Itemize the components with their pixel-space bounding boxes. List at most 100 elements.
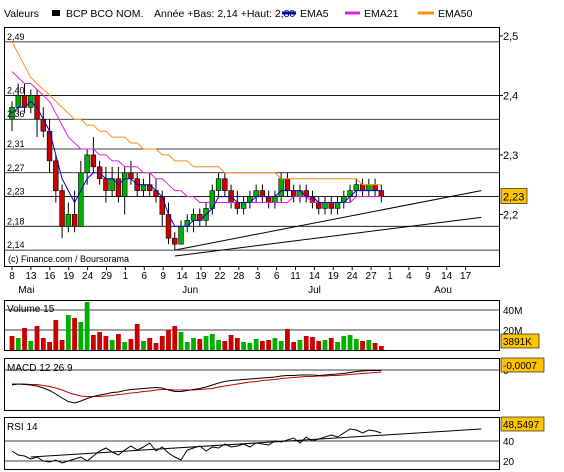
left-tick-label: 2,40 (7, 85, 25, 95)
volume-last-label: 3891K (503, 337, 532, 348)
volume-bar (341, 336, 347, 350)
volume-bar (47, 342, 52, 350)
volume-bar (253, 339, 259, 350)
volume-bar (353, 339, 359, 350)
x-day-label: 1 (387, 271, 393, 282)
macd-panel: 0MACD 12 26 9-0,0007 (5, 357, 545, 404)
x-day-label: 14 (441, 271, 453, 282)
rsi-last-badge (500, 416, 545, 432)
ema50-label: EMA50 (438, 8, 473, 20)
volume-bar (203, 336, 209, 350)
volume-bar (335, 342, 340, 350)
ema5-label: EMA5 (300, 8, 329, 20)
left-tick-label: 2,18 (7, 216, 25, 226)
candle-body (128, 172, 134, 180)
volume-bar (297, 340, 303, 350)
candle-body (284, 178, 291, 191)
volume-bar (147, 338, 153, 350)
rsi-last-label: 48,5497 (503, 420, 540, 431)
x-axis: 8 13 16 19 24 29 1 6 9 14 19 22 28 3 6 11 14 19 24 27 1 4 9 14 1… (9, 266, 472, 296)
candle-body (40, 118, 47, 132)
candle-body (322, 202, 328, 209)
x-day-label: 29 (101, 271, 113, 282)
volume-bar (191, 338, 196, 350)
candle-body (359, 184, 366, 191)
volume-bar (122, 342, 128, 350)
candle-body (259, 190, 266, 197)
candle-body (184, 220, 190, 227)
candle-body (90, 154, 97, 168)
candle-body (316, 202, 322, 209)
volume-bar (285, 329, 290, 350)
volume-bar (166, 330, 171, 350)
volume-bar (153, 343, 159, 350)
candle-body (190, 214, 197, 221)
range-text: Année +Bas: 2,14 +Haut: 2,80 (154, 8, 295, 20)
volume-bar (34, 326, 40, 350)
volume-bar (59, 340, 65, 350)
x-day-label: 6 (274, 271, 280, 282)
right-tick-label: 2,4 (503, 90, 518, 102)
x-month-label: Aou (434, 285, 452, 296)
ema50-line (11, 41, 382, 186)
watermark: (c) Finance.com / Boursorama (8, 254, 129, 264)
support-line (174, 216, 482, 257)
volume-bar (347, 335, 353, 350)
rsi-title: RSI 14 (7, 422, 38, 433)
x-day-label: 9 (160, 271, 166, 282)
candle-body (147, 184, 153, 191)
candle-body (159, 196, 165, 215)
candle-body (334, 202, 341, 209)
x-month-label: Jul (308, 285, 321, 296)
volume-bar (141, 341, 146, 350)
volume-bar (241, 342, 247, 350)
right-tick-label: 2,2 (503, 209, 518, 221)
volume-bar (234, 338, 240, 350)
macd-panel-frame (4, 358, 500, 411)
candle-body (222, 178, 228, 191)
rsi-line (11, 428, 382, 464)
x-day-label: 9 (425, 271, 431, 282)
volume-bar (209, 334, 215, 350)
volume-panel: 40M 20M Volume 15 3891K (5, 302, 540, 350)
volume-bar (278, 341, 284, 350)
volume-bar (360, 341, 365, 350)
x-day-label: 19 (328, 271, 340, 282)
x-day-label: 28 (233, 271, 245, 282)
volume-bar (97, 332, 103, 350)
x-day-label: 11 (290, 271, 301, 282)
candle-body (121, 172, 128, 197)
candle-body (278, 178, 284, 197)
volume-bar (15, 338, 21, 350)
left-tick-label: 2,23 (7, 187, 25, 197)
instrument-name: BCP BCO NOM. (66, 8, 143, 20)
x-day-label: 6 (142, 271, 148, 282)
left-tick-label: 2,36 (7, 109, 25, 119)
volume-bar (303, 336, 309, 350)
volume-bar (372, 343, 378, 350)
candle-body (290, 190, 297, 197)
instrument-swatch (52, 10, 60, 16)
volume-title: Volume 15 (7, 304, 55, 315)
valeurs-label[interactable]: Valeurs (4, 8, 39, 20)
right-tick-label: 2,3 (503, 150, 518, 162)
candle-body (240, 202, 247, 209)
volume-bar (53, 320, 59, 350)
candle-body (309, 196, 316, 203)
left-tick-label: 2,14 (7, 240, 25, 250)
volume-bar (322, 340, 328, 350)
candle-body (115, 178, 122, 197)
volume-bar (109, 340, 115, 350)
candle-body (341, 196, 347, 203)
macd-title: MACD 12 26 9 (7, 363, 73, 374)
candle-body (215, 178, 222, 191)
candle-body (140, 184, 147, 191)
volume-bar (184, 342, 190, 350)
volume-bar (228, 335, 234, 350)
volume-bar (272, 338, 278, 350)
volume-bar (65, 315, 71, 350)
right-tick-label: 2,5 (503, 31, 518, 43)
candle-body (71, 214, 78, 227)
x-day-label: 3 (255, 271, 261, 282)
